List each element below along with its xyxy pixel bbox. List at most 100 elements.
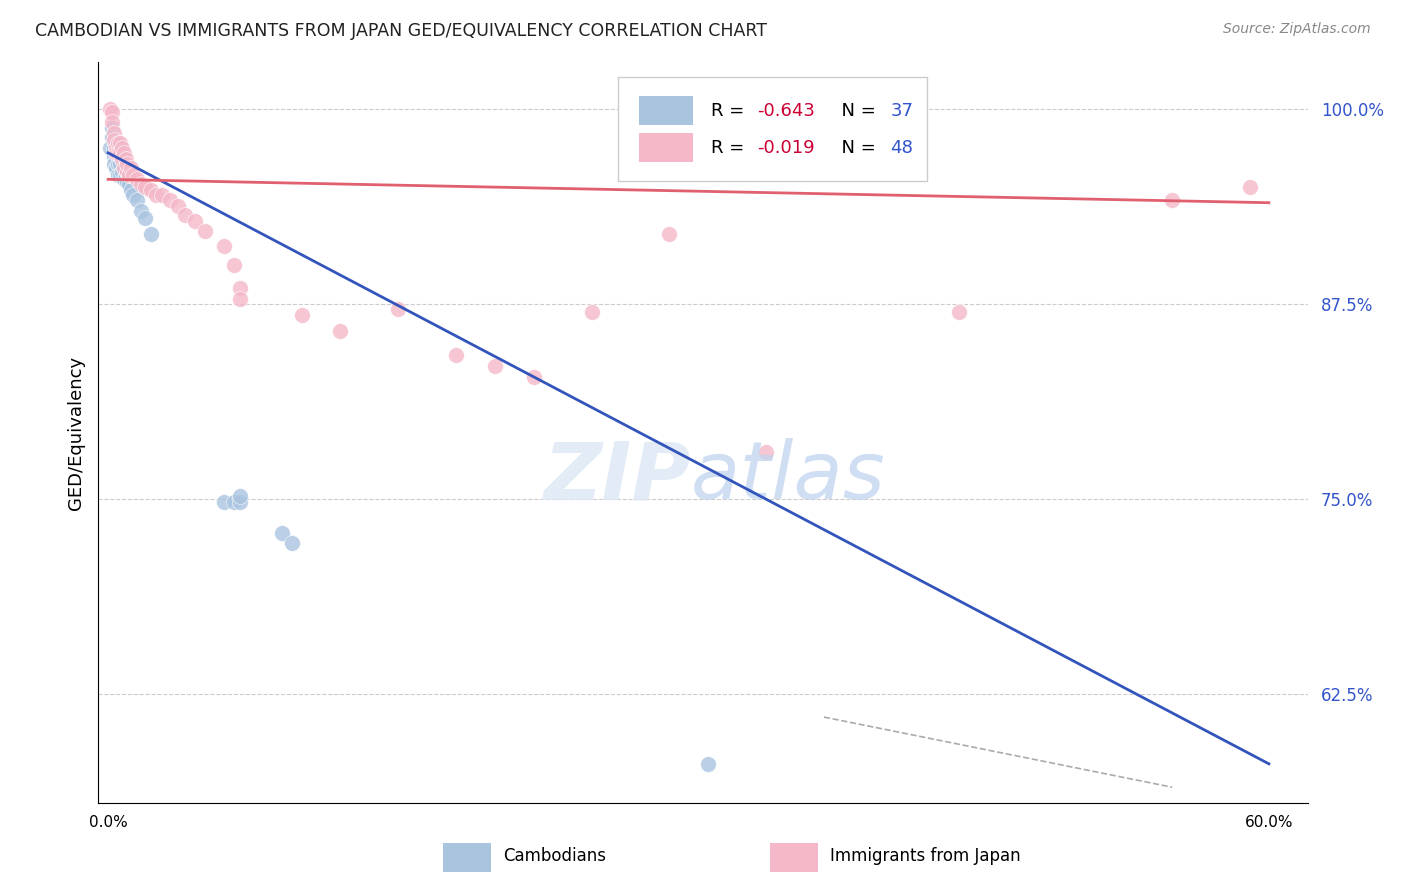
Point	[117, 164, 139, 178]
Point	[117, 164, 139, 178]
Point	[104, 145, 127, 160]
Text: 37: 37	[890, 102, 914, 120]
Point	[127, 172, 149, 186]
Point	[290, 308, 312, 322]
Point	[101, 130, 124, 145]
Point	[139, 183, 162, 197]
Point	[101, 105, 124, 120]
Point	[150, 188, 173, 202]
Text: N =: N =	[830, 102, 882, 120]
Point	[107, 157, 129, 171]
Point	[107, 145, 129, 160]
Point	[281, 535, 304, 549]
Point	[1239, 180, 1261, 194]
Point	[134, 211, 156, 226]
Point	[658, 227, 681, 241]
Point	[103, 126, 125, 140]
FancyBboxPatch shape	[638, 133, 693, 162]
FancyBboxPatch shape	[619, 78, 927, 181]
Point	[114, 152, 136, 166]
Point	[111, 152, 134, 166]
Point	[271, 526, 294, 541]
Text: Immigrants from Japan: Immigrants from Japan	[830, 847, 1021, 865]
Point	[104, 136, 127, 151]
Point	[108, 145, 131, 160]
Point	[127, 193, 149, 207]
Text: Cambodians: Cambodians	[503, 847, 606, 865]
Text: 48: 48	[890, 138, 914, 157]
Point	[101, 114, 124, 128]
Point	[114, 168, 136, 182]
Point	[101, 120, 124, 135]
FancyBboxPatch shape	[638, 95, 693, 126]
Point	[103, 157, 125, 171]
Point	[228, 495, 250, 509]
Point	[523, 370, 546, 384]
Point	[104, 141, 127, 155]
Point	[107, 136, 129, 151]
Point	[329, 324, 352, 338]
Point	[104, 161, 127, 176]
Point	[120, 183, 142, 197]
Text: atlas: atlas	[690, 438, 886, 516]
Point	[117, 157, 139, 171]
Point	[103, 149, 125, 163]
Point	[112, 161, 135, 176]
FancyBboxPatch shape	[769, 843, 818, 872]
Text: ZIP: ZIP	[544, 438, 690, 516]
Point	[222, 495, 245, 509]
Point	[118, 168, 141, 182]
Point	[228, 489, 250, 503]
Point	[1161, 193, 1184, 207]
Point	[111, 164, 134, 178]
Point	[446, 349, 468, 363]
Point	[108, 157, 131, 171]
Text: R =: R =	[711, 138, 751, 157]
Point	[122, 168, 145, 182]
Point	[581, 305, 603, 319]
Point	[145, 188, 167, 202]
Point	[104, 145, 127, 160]
Point	[112, 172, 135, 186]
Point	[107, 145, 129, 160]
Point	[112, 145, 135, 160]
Point	[112, 161, 135, 176]
Point	[103, 133, 125, 147]
Point	[228, 281, 250, 295]
Point	[212, 495, 235, 509]
Text: N =: N =	[830, 138, 882, 157]
Point	[159, 193, 181, 207]
Point	[387, 301, 409, 316]
Text: Source: ZipAtlas.com: Source: ZipAtlas.com	[1223, 22, 1371, 37]
Point	[117, 176, 139, 190]
Text: 0.0%: 0.0%	[89, 815, 128, 830]
Point	[194, 224, 217, 238]
Point	[129, 203, 152, 218]
Y-axis label: GED/Equivalency: GED/Equivalency	[66, 356, 84, 509]
Point	[111, 141, 134, 155]
Point	[111, 152, 134, 166]
Point	[103, 141, 125, 155]
Text: 60.0%: 60.0%	[1244, 815, 1294, 830]
Point	[166, 199, 188, 213]
Point	[174, 208, 197, 222]
Point	[696, 756, 718, 771]
Point	[139, 227, 162, 241]
Point	[98, 102, 121, 116]
Point	[122, 188, 145, 202]
Point	[108, 145, 131, 160]
Point	[134, 180, 156, 194]
Point	[212, 239, 235, 253]
Point	[118, 177, 141, 191]
Text: R =: R =	[711, 102, 751, 120]
Text: -0.643: -0.643	[758, 102, 815, 120]
Point	[755, 445, 778, 459]
Text: -0.019: -0.019	[758, 138, 815, 157]
Point	[129, 177, 152, 191]
Point	[222, 258, 245, 272]
Point	[184, 214, 207, 228]
Point	[108, 136, 131, 151]
Point	[98, 141, 121, 155]
Point	[107, 168, 129, 182]
Text: CAMBODIAN VS IMMIGRANTS FROM JAPAN GED/EQUIVALENCY CORRELATION CHART: CAMBODIAN VS IMMIGRANTS FROM JAPAN GED/E…	[35, 22, 768, 40]
